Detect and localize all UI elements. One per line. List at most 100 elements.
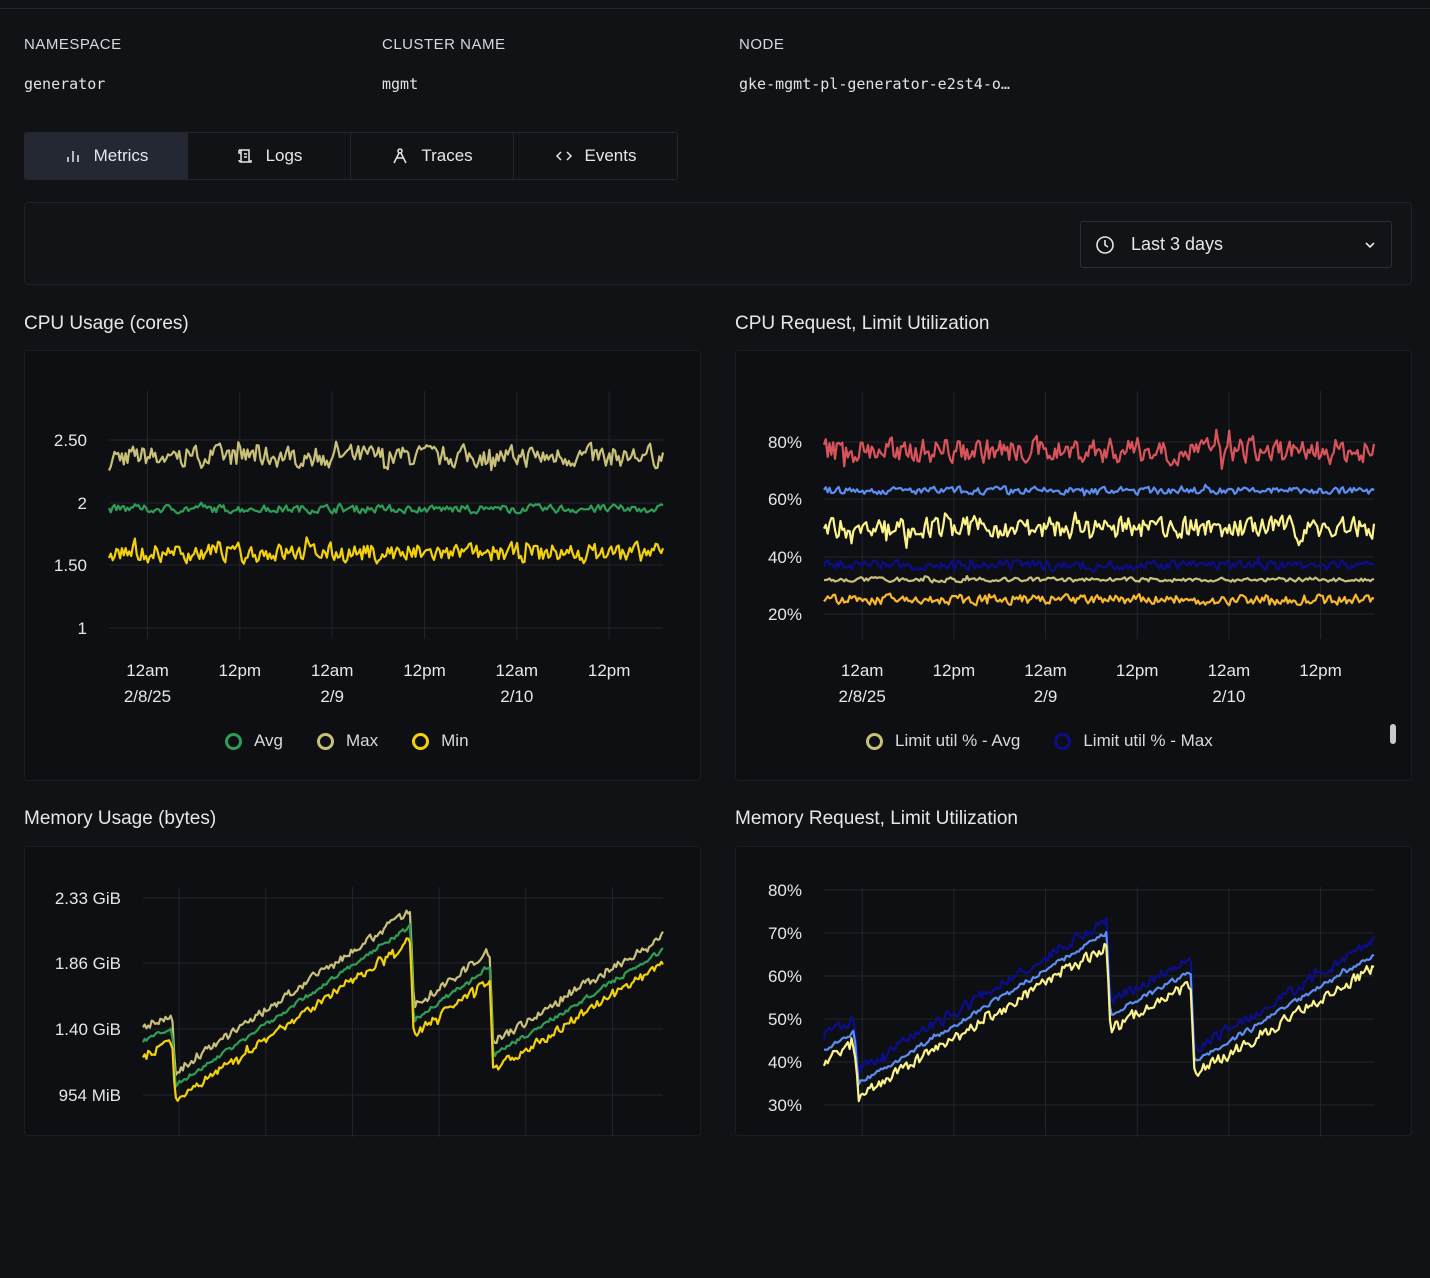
legend-swatch: [412, 732, 430, 750]
y-tick-label: 2.33 GiB: [55, 889, 121, 908]
legend-scrollbar[interactable]: [1390, 724, 1396, 744]
tab-label: Logs: [265, 146, 303, 165]
y-tick-label: 954 MiB: [59, 1086, 121, 1105]
y-tick-label: 40%: [768, 548, 802, 567]
x-tick-label: 12am: [496, 661, 539, 680]
series-line-0: [822, 916, 1375, 1076]
legend-item-avg[interactable]: Avg: [225, 731, 283, 751]
tab-label: Traces: [421, 146, 473, 165]
code-icon: [555, 151, 572, 161]
legend-item-max[interactable]: Max: [317, 731, 378, 751]
namespace-value: generator: [24, 75, 106, 93]
memory-utilization-chart: 30% 40% 50% 60% 70% 80%: [735, 846, 1412, 1137]
tab-logs[interactable]: Logs: [188, 133, 351, 179]
legend-item-min[interactable]: Min: [412, 731, 469, 751]
y-tick-label: 2.50: [54, 431, 87, 450]
clock-icon: [1096, 235, 1114, 254]
x-tick-label: 2/10: [1212, 687, 1245, 706]
chart-legend: Avg Max Min: [225, 731, 469, 751]
x-tick-label: 12pm: [1299, 661, 1342, 680]
legend-item-limit-avg[interactable]: Limit util % - Avg: [866, 731, 1020, 751]
chart-title: Memory Request, Limit Utilization: [735, 808, 1018, 829]
time-range-select[interactable]: Last 3 days: [1080, 221, 1392, 268]
meta-cluster: CLUSTER NAME mgmt: [382, 36, 506, 93]
legend-label: Min: [441, 731, 469, 750]
y-tick-label: 1.50: [54, 556, 87, 575]
memory-usage-chart: 954 MiB 1.40 GiB 1.86 GiB 2.33 GiB: [24, 846, 701, 1137]
x-tick-label: 2/8/25: [839, 687, 886, 706]
bar-chart-icon: [66, 151, 79, 162]
x-tick-label: 12am: [1208, 661, 1251, 680]
y-tick-label: 80%: [768, 881, 802, 900]
chart-title: CPU Request, Limit Utilization: [735, 313, 990, 334]
filter-bar: Last 3 days: [24, 202, 1412, 285]
cluster-label: CLUSTER NAME: [382, 36, 506, 53]
series-line-2: [823, 511, 1376, 549]
chart-title: Memory Usage (bytes): [24, 808, 217, 829]
legend-label: Limit util % - Avg: [895, 731, 1021, 750]
cluster-value: mgmt: [382, 75, 419, 93]
series-line-1: [823, 483, 1375, 497]
cpu-utilization-chart: 20% 40% 60% 80% 12am 2/8/25 12pm 12am 2/9 12pm 12a…: [735, 350, 1412, 781]
legend-item-limit-max[interactable]: Limit util % - Max: [1054, 731, 1213, 751]
x-tick-label: 12am: [841, 661, 884, 680]
series-line-1: [823, 931, 1375, 1086]
legend-swatch: [1054, 732, 1072, 750]
tab-metrics[interactable]: Metrics: [25, 133, 188, 179]
scroll-icon: [237, 149, 252, 163]
meta-namespace: NAMESPACE generator: [24, 36, 122, 93]
tab-traces[interactable]: Traces: [351, 133, 514, 179]
legend-label: Limit util % - Max: [1083, 731, 1213, 750]
tab-bar: Metrics Logs Traces Events: [24, 132, 678, 180]
x-tick-label: 12am: [1024, 661, 1067, 680]
x-tick-label: 2/9: [1034, 687, 1058, 706]
chart-canvas: 954 MiB 1.40 GiB 1.86 GiB 2.33 GiB: [55, 887, 664, 1137]
x-tick-label: 12am: [311, 661, 354, 680]
cpu-usage-chart: 1 1.50 2 2.50 12am 2/8/25 12pm 12am 2/9 12pm 12am 2…: [24, 350, 701, 781]
legend-label: Avg: [254, 731, 283, 750]
y-tick-label: 30%: [768, 1096, 802, 1115]
series-line-2: [142, 937, 664, 1102]
top-divider: [0, 8, 1430, 9]
x-tick-label: 12pm: [219, 661, 262, 680]
x-tick-label: 2/9: [320, 687, 344, 706]
series-line-limit-util-avg: [823, 575, 1375, 584]
x-tick-label: 12pm: [933, 661, 976, 680]
y-tick-label: 60%: [768, 967, 802, 986]
chart-legend: Limit util % - Avg Limit util % - Max: [866, 731, 1213, 751]
series-line-avg: [107, 501, 664, 515]
y-tick-label: 80%: [768, 433, 802, 452]
chevron-down-icon: [1365, 241, 1375, 248]
legend-swatch: [317, 732, 334, 750]
series-line-0: [142, 909, 664, 1076]
x-tick-label: 12am: [126, 661, 169, 680]
legend-swatch: [866, 732, 883, 750]
x-tick-label: 12pm: [588, 661, 631, 680]
namespace-label: NAMESPACE: [24, 36, 122, 53]
legend-label: Max: [346, 731, 379, 750]
y-tick-label: 60%: [768, 490, 802, 509]
tab-label: Events: [584, 146, 637, 165]
y-tick-label: 1: [78, 619, 87, 638]
chart-canvas: 20% 40% 60% 80% 12am 2/8/25 12pm 12am 2/9 12pm 12a…: [768, 391, 1376, 706]
series-line-0: [822, 428, 1376, 470]
y-tick-label: 2: [78, 494, 87, 513]
series-line-min: [107, 536, 665, 565]
series-line-2: [822, 942, 1375, 1103]
legend-swatch: [225, 732, 242, 750]
tab-label: Metrics: [93, 146, 149, 165]
y-tick-label: 50%: [768, 1010, 802, 1029]
x-tick-label: 12pm: [403, 661, 446, 680]
chart-title: CPU Usage (cores): [24, 313, 189, 334]
x-tick-label: 12pm: [1116, 661, 1159, 680]
y-tick-label: 1.86 GiB: [55, 954, 121, 973]
series-line-5: [823, 592, 1375, 607]
y-tick-label: 70%: [768, 924, 802, 943]
node-label: NODE: [739, 36, 785, 53]
x-tick-label: 2/10: [500, 687, 533, 706]
node-value[interactable]: gke-mgmt-pl-generator-e2st4-o…: [739, 75, 1010, 93]
meta-node: NODE gke-mgmt-pl-generator-e2st4-o…: [739, 36, 1010, 93]
series-line-max: [107, 440, 665, 472]
tab-events[interactable]: Events: [514, 133, 677, 179]
chart-canvas: 1 1.50 2 2.50 12am 2/8/25 12pm 12am 2/9 12pm 12am 2…: [54, 391, 665, 706]
